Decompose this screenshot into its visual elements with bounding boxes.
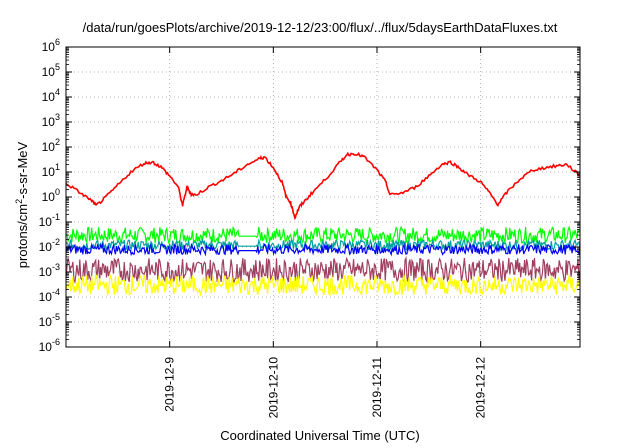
y-tick-label: 10-6 (39, 337, 60, 354)
y-tick-exponent: -1 (52, 212, 60, 222)
y-tick-label: 10-3 (39, 262, 60, 279)
y-tick-exponent: 2 (55, 137, 60, 147)
y-tick-label: 10-1 (39, 212, 60, 229)
y-label-post: -s-sr-MeV (15, 141, 31, 199)
chart-title: /data/run/goesPlots/archive/2019-12-12/2… (82, 20, 558, 35)
y-tick-label: 10-2 (39, 237, 60, 254)
y-tick-exponent: -3 (52, 262, 60, 272)
series-line (65, 273, 581, 298)
y-label-pre: protons/cm (15, 203, 31, 269)
x-tick-label: 2019-12-10 (266, 357, 280, 419)
y-label-sup: 2 (13, 198, 24, 204)
series-line (65, 151, 581, 221)
y-tick-label: 101 (42, 162, 60, 179)
y-tick-exponent: 5 (55, 62, 60, 72)
y-tick-exponent: 4 (55, 87, 60, 97)
y-tick-exponent: -2 (52, 237, 60, 247)
y-tick-exponent: -4 (52, 287, 60, 297)
y-axis-label: protons/cm2-s-sr-MeV (14, 142, 30, 268)
y-tick-label: 102 (42, 137, 60, 154)
x-axis-ticks: 2019-12-9 2019-12-10 2019-12-11 2019-12-12 (163, 47, 488, 418)
y-tick-label: 10-5 (39, 312, 60, 329)
y-tick-label: 105 (42, 62, 60, 79)
series-line (65, 237, 581, 253)
y-tick-exponent: 1 (55, 162, 60, 172)
y-tick-label: 10-4 (39, 287, 60, 304)
series-line (65, 255, 581, 284)
y-tick-exponent: -6 (52, 337, 60, 347)
y-axis-ticks: 10-610-510-410-310-210-11001011021031041… (39, 37, 580, 354)
y-tick-label: 104 (42, 87, 60, 104)
x-axis-label: Coordinated Universal Time (UTC) (220, 428, 420, 443)
x-tick-label: 2019-12-12 (474, 357, 488, 419)
y-tick-exponent: 6 (55, 37, 60, 47)
y-tick-exponent: -5 (52, 312, 60, 322)
y-tick-label: 100 (42, 187, 60, 204)
series-group (65, 151, 581, 298)
x-tick-label: 2019-12-9 (163, 357, 177, 412)
y-tick-label: 103 (42, 112, 60, 129)
y-tick-exponent: 0 (55, 187, 60, 197)
y-tick-exponent: 3 (55, 112, 60, 122)
y-tick-label: 106 (42, 37, 60, 54)
x-tick-label: 2019-12-11 (370, 357, 384, 418)
series-line (65, 242, 581, 257)
